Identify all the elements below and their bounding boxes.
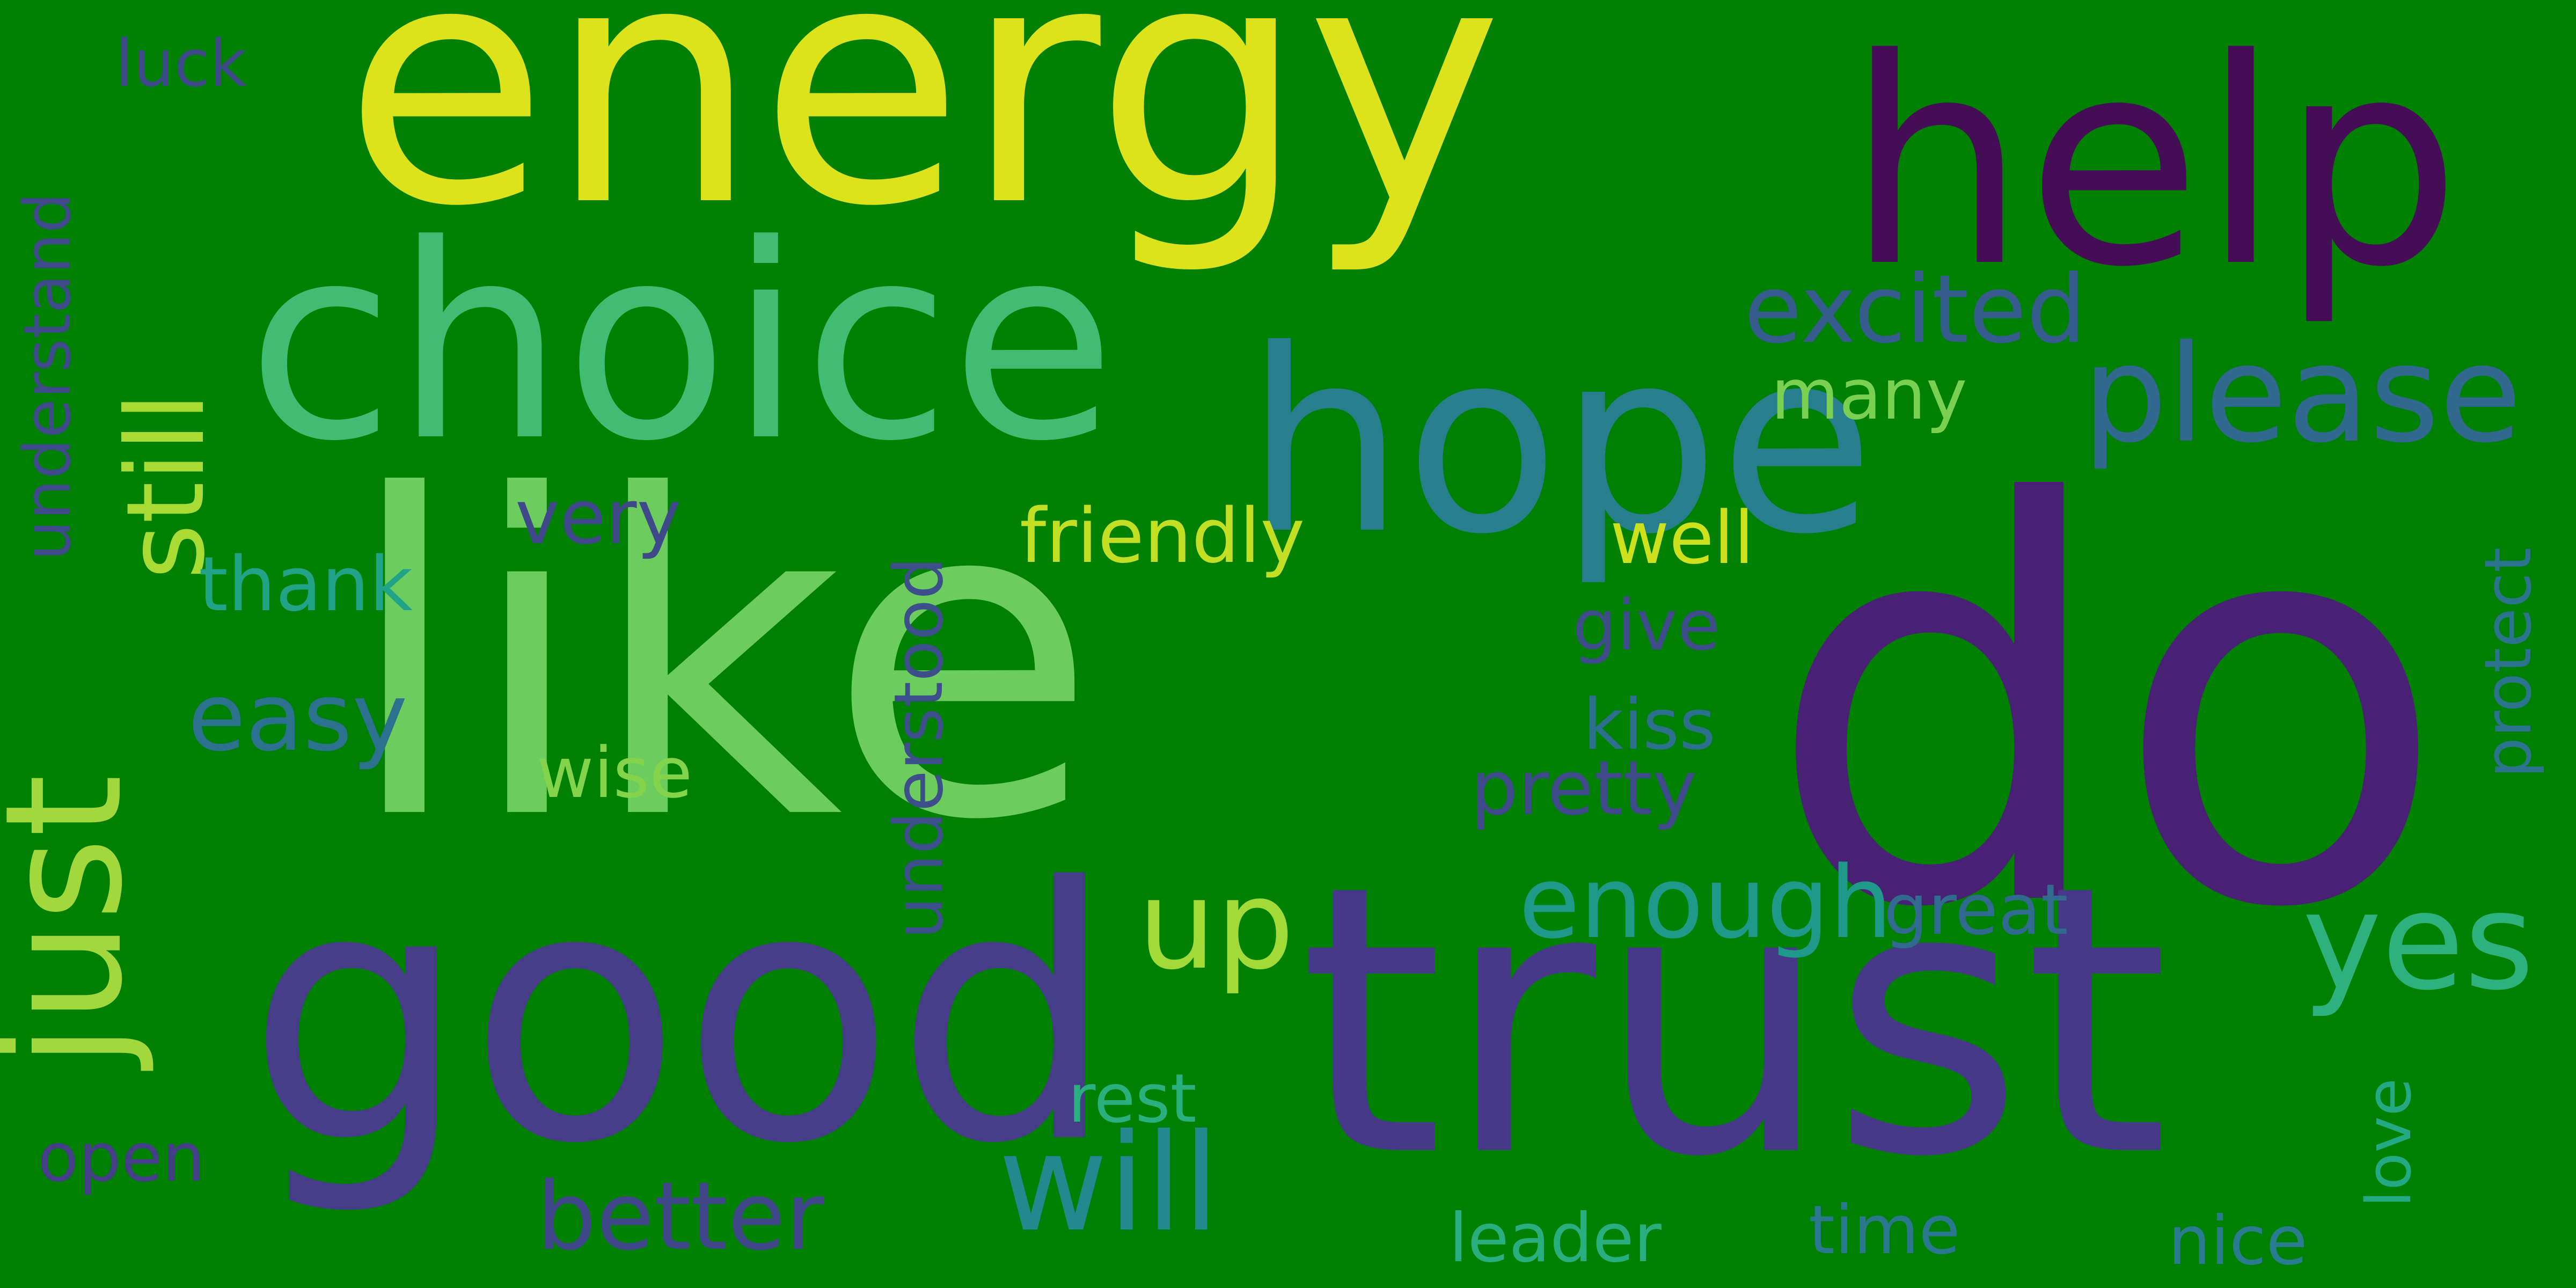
word-love: love [2353,1078,2425,1208]
word-just: just [0,774,158,1068]
word-trust: trust [1299,807,2169,1238]
word-help: help [1846,0,2461,329]
word-rest: rest [1068,1060,1197,1138]
word-good: good [247,814,1117,1220]
word-excited: excited [1744,255,2087,364]
word-do: do [1766,390,2448,1027]
word-very: very [515,474,682,561]
word-nice: nice [2168,1202,2308,1280]
word-yes: yes [2302,863,2535,1020]
word-wise: wise [537,732,693,814]
word-hope: hope [1245,296,1875,589]
word-leader: leader [1449,1199,1662,1277]
word-many: many [1771,354,1967,435]
word-easy: easy [188,663,408,772]
word-friendly: friendly [1020,493,1305,580]
word-choice: choice [247,187,1116,500]
word-energy: energy [343,0,1503,279]
word-understood: understood [880,557,958,939]
word-thank: thank [199,541,413,628]
word-kiss: kiss [1583,684,1716,765]
word-like: like [343,404,1098,916]
word-will: will [998,1105,1220,1261]
word-well: well [1610,496,1754,580]
word-time: time [1809,1191,1960,1269]
word-great: great [1884,869,2068,950]
word-better: better [537,1162,824,1271]
word-understand: understand [11,192,85,561]
word-open: open [38,1119,205,1197]
word-enough: enough [1519,845,1893,961]
word-up: up [1138,854,1294,997]
word-please: please [2082,316,2522,472]
word-pretty: pretty [1470,745,1697,832]
word-luck: luck [115,27,247,101]
word-protect: protect [2471,547,2546,778]
word-give: give [1572,584,1721,666]
